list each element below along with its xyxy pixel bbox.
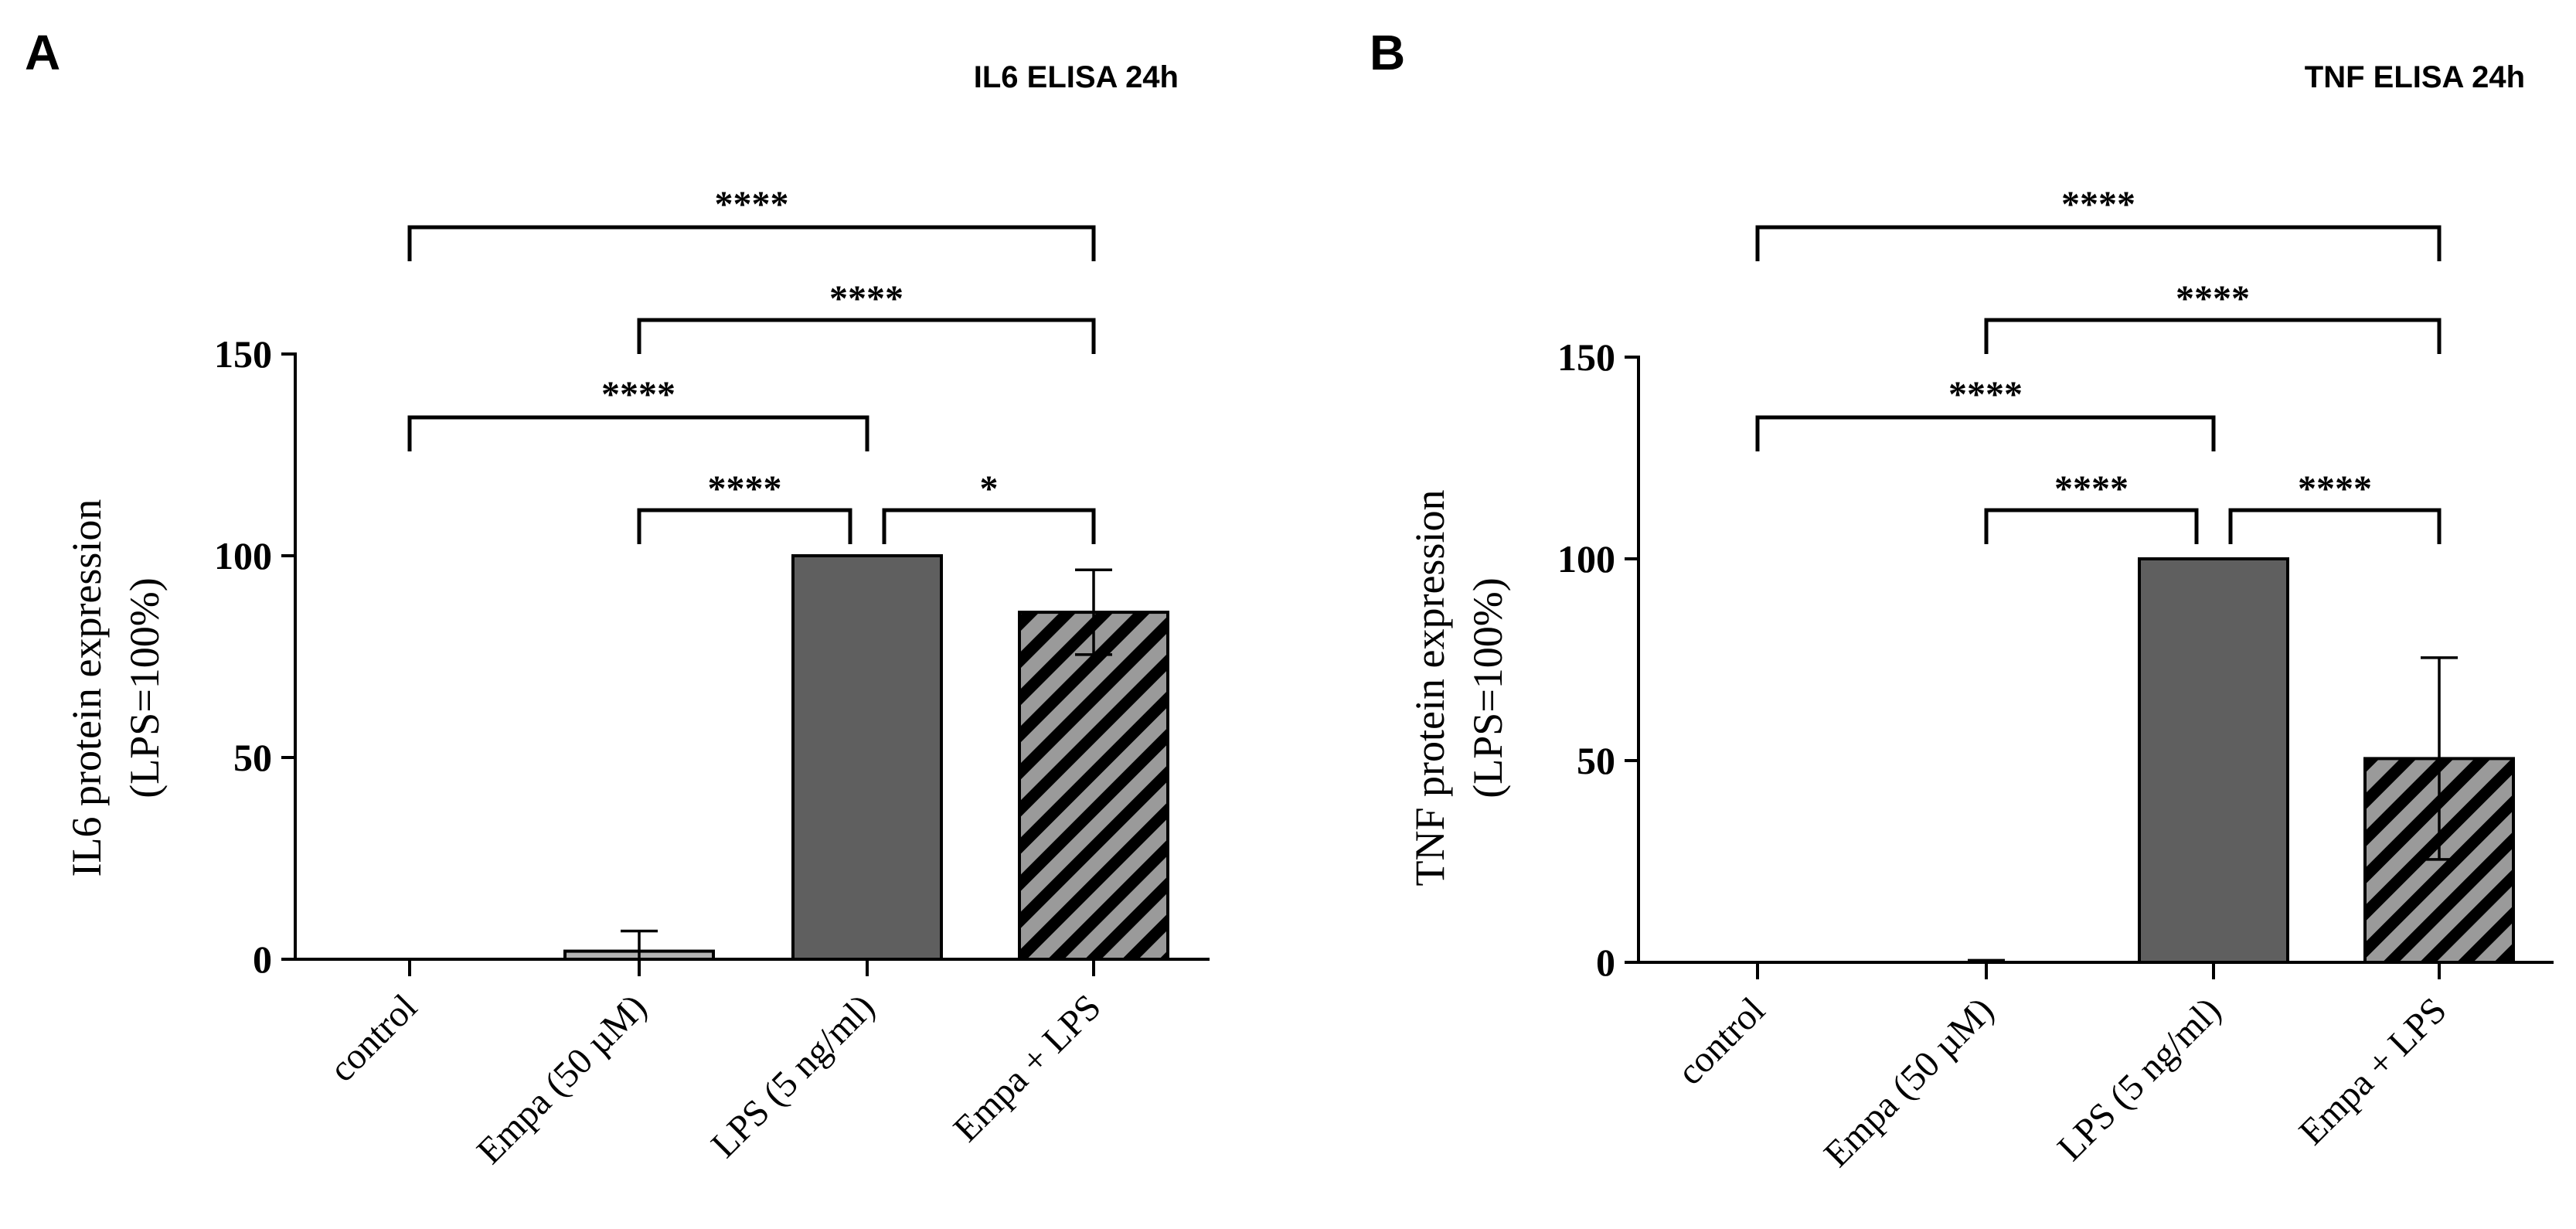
y-tick-label-b-3: 150 [1557, 335, 1615, 379]
significance-bracket-a-4 [882, 508, 1096, 544]
y-axis-label-a-line2: (LPS=100%) [121, 577, 168, 798]
plot-area-b: 0 50 100 150 control Empa (50 µM) LPS (5 ng/ml… [1557, 184, 2554, 1175]
plot-area-a: 0 50 100 150 control Empa (50 µM) LPS (5 ng/ml… [214, 184, 1210, 1172]
y-axis-label-a-line1: IL6 protein expression [63, 499, 110, 877]
significance-label-a-3: **** [708, 468, 782, 509]
x-tick-label-a-0: control [322, 986, 425, 1090]
x-tick-label-b-1: Empa (50 µM) [1816, 989, 2002, 1175]
y-tick-label-b-0: 0 [1596, 941, 1615, 984]
bar-a-3 [1018, 611, 1169, 962]
significance-label-b-1: **** [2176, 278, 2250, 319]
x-tick-label-b-0: control [1669, 989, 1773, 1093]
significance-label-a-4: * [980, 468, 999, 509]
x-tick-label-b-2: LPS (5 ng/ml) [2050, 989, 2229, 1169]
panel-a: A IL6 ELISA 24h IL6 protein expression (… [25, 25, 1210, 1172]
significance-label-a-0: **** [715, 184, 789, 225]
significance-bracket-a-0 [407, 225, 1096, 261]
chart-title-b: TNF ELISA 24h [2305, 60, 2525, 94]
bar-a-2 [791, 554, 943, 961]
bar-b-2 [2138, 557, 2289, 964]
y-tick-label-a-1: 50 [233, 736, 272, 779]
significance-label-a-2: **** [601, 374, 675, 415]
significance-bracket-a-1 [637, 318, 1096, 354]
panel-label-b: B [1370, 25, 1405, 80]
panel-b: B TNF ELISA 24h TNF protein expression (… [1370, 25, 2554, 1175]
significance-bracket-b-1 [1984, 318, 2442, 354]
x-tick-label-b-3: Empa + LPS [2292, 989, 2455, 1152]
x-tick-label-a-1: Empa (50 µM) [469, 986, 655, 1172]
significance-bracket-b-2 [1755, 415, 2216, 451]
y-tick-label-a-2: 100 [214, 534, 272, 577]
x-tick-label-a-2: LPS (5 ng/ml) [703, 986, 883, 1166]
significance-label-b-2: **** [1948, 374, 2023, 415]
significance-bracket-b-3 [1984, 508, 2199, 544]
significance-bracket-b-4 [2228, 508, 2442, 544]
y-axis-label-b-line2: (LPS=100%) [1465, 577, 1511, 798]
y-axis-label-b-line1: TNF protein expression [1407, 490, 1453, 887]
significance-label-b-0: **** [2061, 184, 2135, 225]
y-tick-label-b-1: 50 [1577, 739, 1615, 782]
chart-title-a: IL6 ELISA 24h [974, 60, 1179, 94]
significance-bracket-a-3 [637, 508, 852, 544]
panel-label-a: A [25, 25, 60, 80]
significance-label-b-3: **** [2054, 468, 2129, 509]
y-tick-label-a-3: 150 [214, 332, 272, 376]
y-tick-label-b-2: 100 [1557, 537, 1615, 580]
x-tick-label-a-3: Empa + LPS [946, 986, 1109, 1149]
significance-bracket-b-0 [1755, 225, 2442, 261]
significance-label-b-4: **** [2298, 468, 2372, 509]
significance-label-a-1: **** [829, 278, 903, 319]
y-tick-label-a-0: 0 [253, 938, 272, 981]
significance-bracket-a-2 [407, 415, 869, 451]
